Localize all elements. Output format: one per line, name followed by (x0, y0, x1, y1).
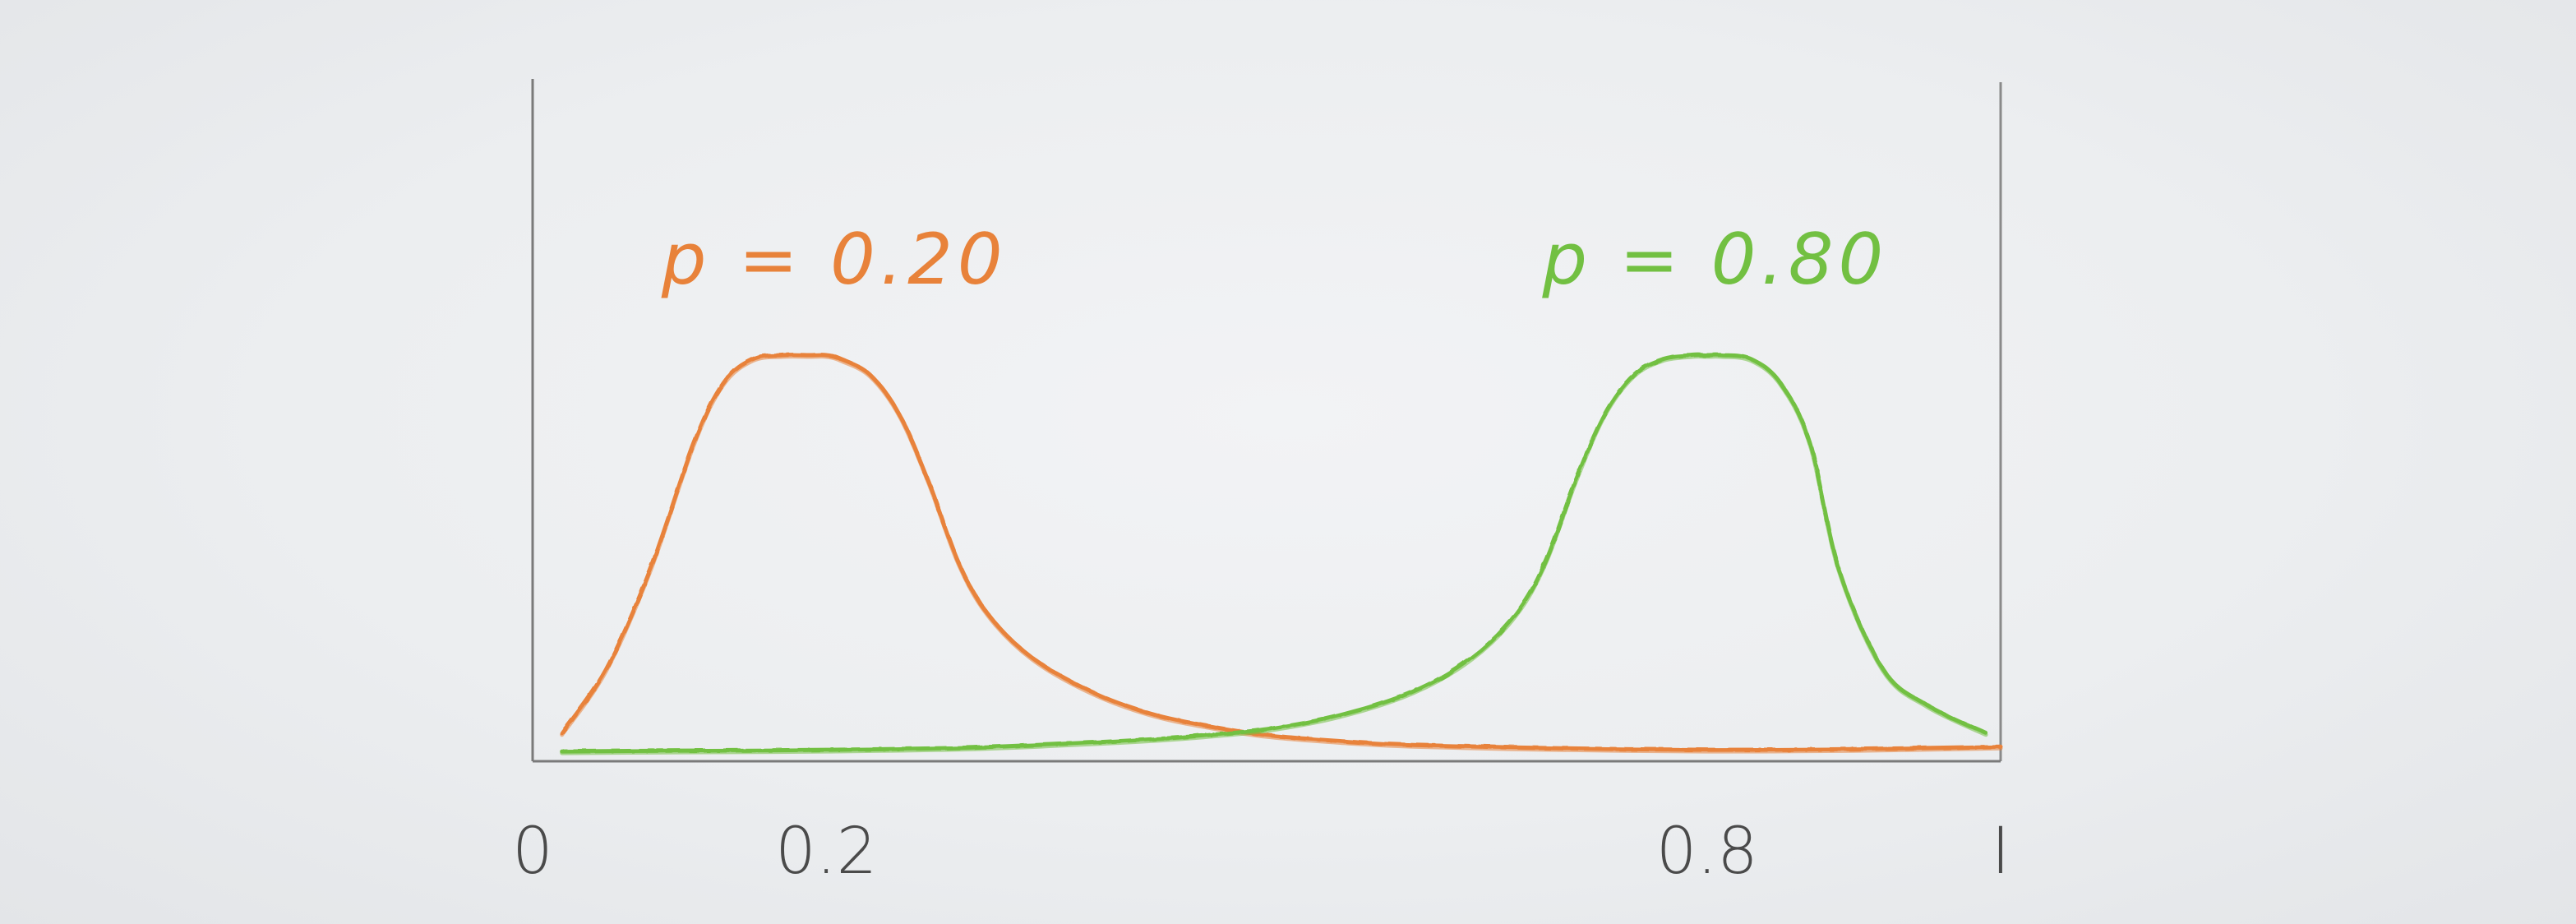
x-tick-label-1: 0.2 (775, 815, 877, 889)
series-labels: p = 0.20 p = 0.80 (661, 219, 1888, 301)
series-line-shadow-p020 (560, 354, 2003, 754)
x-tick-label-3: I (1991, 815, 2010, 889)
x-tick-label-0: 0 (512, 815, 553, 889)
axes (531, 79, 2002, 763)
series-lines (560, 353, 2003, 755)
series-line-p080 (560, 353, 1988, 754)
series-line-p020 (560, 353, 2003, 752)
series-line-shadow-p080 (560, 354, 1988, 755)
x-tick-labels: 0 0.2 0.8 I (512, 815, 2010, 889)
x-tick-label-2: 0.8 (1656, 815, 1758, 889)
series-label-p020: p = 0.20 (661, 219, 1008, 301)
series-label-p080: p = 0.80 (1541, 219, 1888, 301)
